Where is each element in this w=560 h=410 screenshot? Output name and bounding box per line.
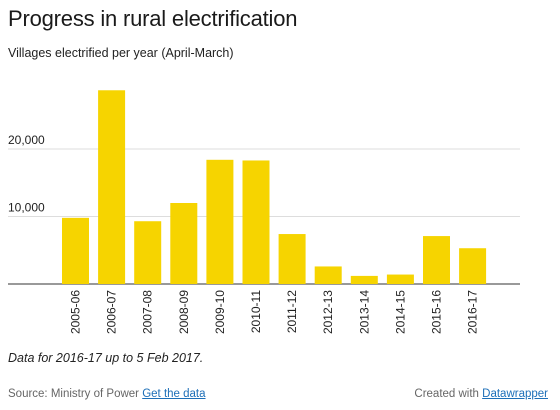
x-tick-label: 2015-16 xyxy=(430,290,444,334)
get-the-data-link[interactable]: Get the data xyxy=(142,388,206,400)
datawrapper-credit: Created with Datawrapper xyxy=(414,388,548,400)
bar xyxy=(98,90,126,285)
bar xyxy=(350,275,378,284)
source-text: Source: Ministry of Power xyxy=(8,388,140,400)
x-tick-label: 2005-06 xyxy=(69,290,83,334)
bar xyxy=(423,236,450,284)
y-tick-label: 10,000 xyxy=(8,201,45,215)
x-tick-label: 2008-09 xyxy=(177,290,191,334)
bar xyxy=(386,274,414,284)
datawrapper-link[interactable]: Datawrapper xyxy=(482,388,548,400)
x-tick-label: 2011-12 xyxy=(285,290,299,333)
bar xyxy=(170,203,198,284)
bar-chart: 10,000 20,000 2005-06 2006-07 2007-08 2008-09… xyxy=(8,90,520,334)
x-tick-label: 2010-11 xyxy=(249,290,263,333)
bar xyxy=(62,217,89,284)
data-note: Data for 2016-17 up to 5 Feb 2017. xyxy=(8,351,204,365)
bar xyxy=(242,160,270,284)
x-tick-label: 2012-13 xyxy=(321,290,335,334)
x-tick-label: 2014-15 xyxy=(393,290,407,334)
chart-subtitle: Villages electrified per year (April-Mar… xyxy=(8,46,234,60)
x-tick-label: 2013-14 xyxy=(357,290,371,334)
x-tick-label: 2016-17 xyxy=(466,290,480,334)
bar xyxy=(206,159,234,284)
bar xyxy=(459,248,487,284)
bar xyxy=(278,234,306,284)
source-credit: Source: Ministry of Power Get the data xyxy=(8,388,206,400)
created-with-text: Created with xyxy=(414,388,479,400)
x-tick-label: 2009-10 xyxy=(213,290,227,334)
chart-title: Progress in rural electrification xyxy=(8,6,298,31)
bar xyxy=(314,266,342,284)
bar xyxy=(134,221,162,284)
y-tick-label: 20,000 xyxy=(8,133,45,147)
x-tick-label: 2006-07 xyxy=(105,290,119,334)
x-tick-label: 2007-08 xyxy=(141,290,155,334)
